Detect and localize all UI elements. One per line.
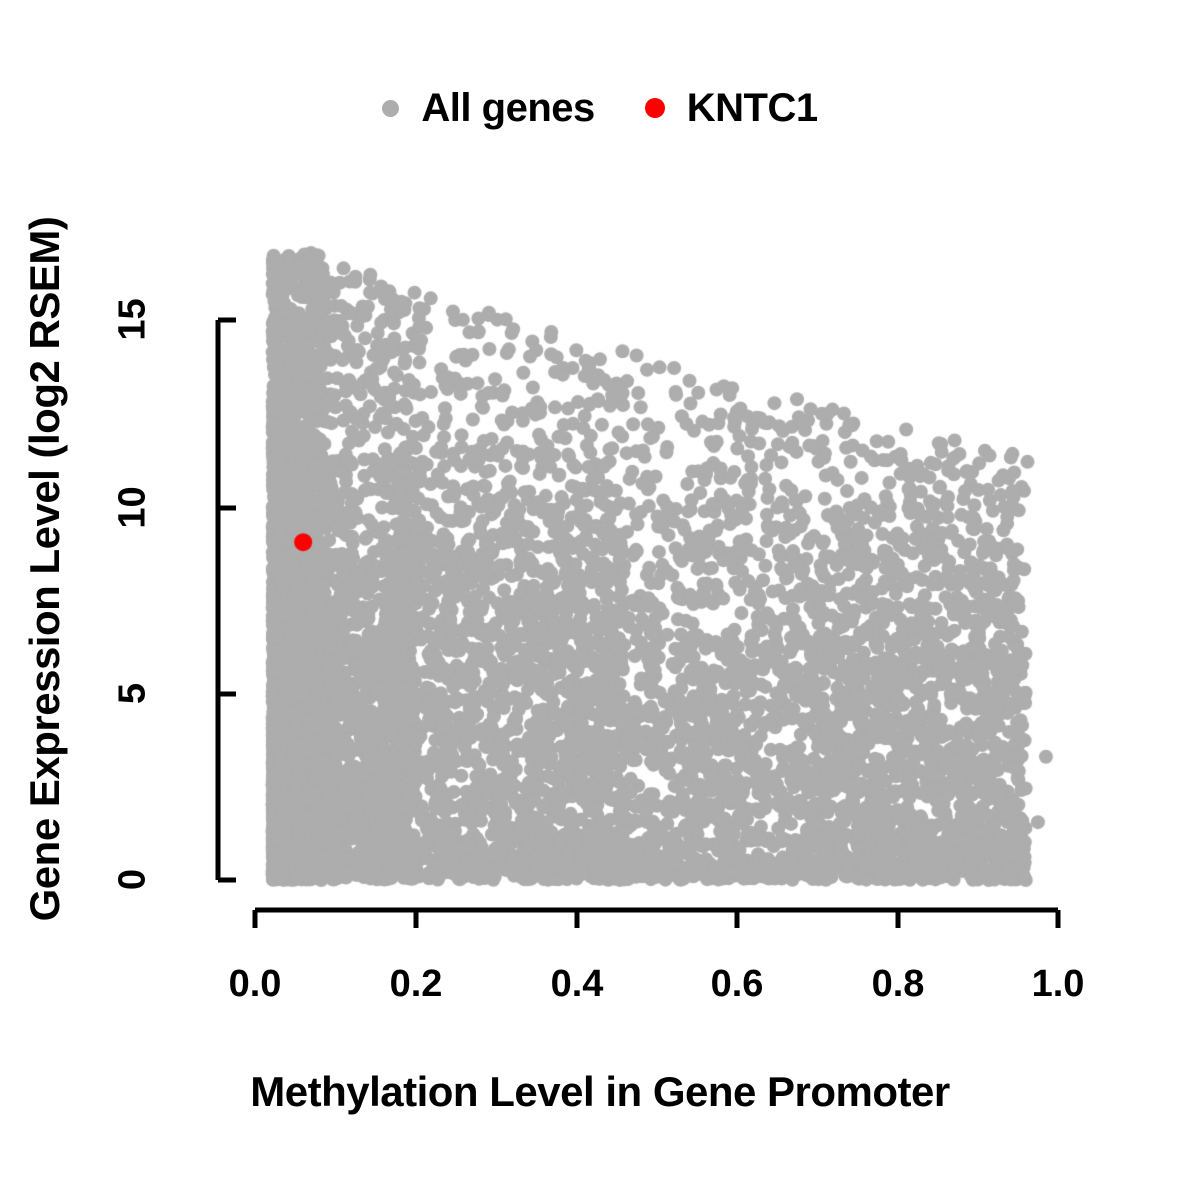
legend-label-all-genes: All genes	[421, 86, 595, 130]
x-tick-label-4: 0.8	[871, 963, 925, 1005]
x-tick-label-3: 0.6	[710, 963, 764, 1005]
y-tick-label-3: 15	[111, 298, 154, 341]
chart-legend: All genes KNTC1	[0, 78, 1200, 138]
legend-label-kntc1: KNTC1	[686, 86, 818, 130]
y-tick-label-2: 10	[111, 486, 154, 529]
x-axis-title: Methylation Level in Gene Promoter	[250, 1068, 950, 1115]
y-tick-label-1: 5	[111, 682, 154, 705]
legend-marker-kntc1	[644, 98, 665, 118]
legend-entry-kntc1: KNTC1	[644, 86, 818, 130]
legend-entry-all-genes: All genes	[382, 86, 595, 130]
x-tick-label-2: 0.4	[550, 963, 604, 1005]
y-tick-label-0: 0	[111, 868, 154, 891]
x-tick-label-0: 0.0	[228, 963, 282, 1005]
legend-marker-all-genes	[382, 99, 400, 117]
x-tick-label-5: 1.0	[1031, 963, 1085, 1005]
x-tick-label-1: 0.2	[389, 963, 443, 1005]
